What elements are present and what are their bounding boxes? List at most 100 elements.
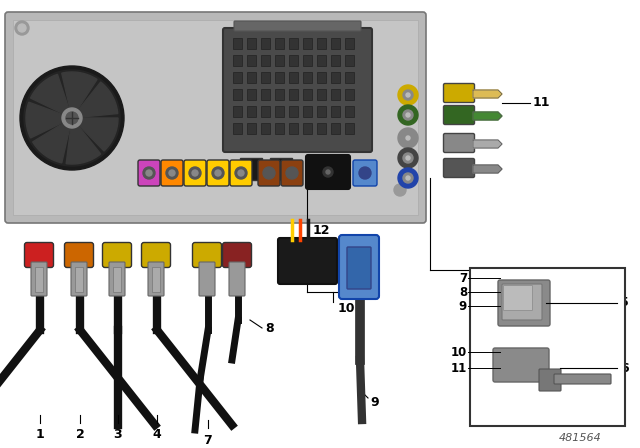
Bar <box>233 123 242 134</box>
Bar <box>247 55 256 66</box>
Polygon shape <box>79 118 118 151</box>
FancyBboxPatch shape <box>223 28 372 152</box>
FancyBboxPatch shape <box>138 160 160 186</box>
Bar <box>233 55 242 66</box>
FancyBboxPatch shape <box>444 105 474 125</box>
Text: 8: 8 <box>459 285 467 298</box>
Circle shape <box>398 105 418 125</box>
FancyBboxPatch shape <box>444 159 474 177</box>
Text: 11: 11 <box>533 96 550 109</box>
Circle shape <box>169 170 175 176</box>
Bar <box>289 38 298 49</box>
Bar <box>317 72 326 83</box>
FancyBboxPatch shape <box>207 160 229 186</box>
FancyBboxPatch shape <box>109 262 125 296</box>
FancyBboxPatch shape <box>223 242 252 267</box>
Circle shape <box>406 136 410 140</box>
Bar <box>303 89 312 100</box>
FancyBboxPatch shape <box>498 280 550 326</box>
Circle shape <box>406 93 410 97</box>
Circle shape <box>166 167 178 179</box>
Bar <box>470 268 625 426</box>
Circle shape <box>398 148 418 168</box>
FancyBboxPatch shape <box>353 160 377 186</box>
Circle shape <box>20 66 124 170</box>
Circle shape <box>403 110 413 120</box>
Bar <box>317 89 326 100</box>
Polygon shape <box>66 126 100 164</box>
FancyBboxPatch shape <box>148 262 164 296</box>
Bar <box>233 38 242 49</box>
Circle shape <box>286 167 298 179</box>
Bar <box>275 38 284 49</box>
Circle shape <box>406 156 410 160</box>
Bar <box>289 55 298 66</box>
Polygon shape <box>473 140 502 148</box>
Circle shape <box>146 170 152 176</box>
Text: 9: 9 <box>459 300 467 313</box>
Bar <box>331 72 340 83</box>
Bar <box>345 106 354 117</box>
Circle shape <box>359 167 371 179</box>
FancyBboxPatch shape <box>184 160 206 186</box>
Bar <box>331 106 340 117</box>
FancyBboxPatch shape <box>258 160 280 186</box>
FancyBboxPatch shape <box>229 262 245 296</box>
Bar <box>317 123 326 134</box>
FancyBboxPatch shape <box>234 21 361 31</box>
FancyBboxPatch shape <box>281 160 303 186</box>
Bar <box>247 72 256 83</box>
FancyBboxPatch shape <box>493 348 549 382</box>
Circle shape <box>403 133 413 143</box>
Text: 12: 12 <box>313 224 330 237</box>
FancyBboxPatch shape <box>35 267 43 292</box>
Bar <box>303 72 312 83</box>
Text: 5: 5 <box>620 297 628 310</box>
FancyBboxPatch shape <box>278 238 337 284</box>
Bar <box>275 89 284 100</box>
FancyBboxPatch shape <box>502 284 542 320</box>
Bar <box>275 106 284 117</box>
Bar <box>261 123 270 134</box>
Bar <box>317 55 326 66</box>
Bar <box>303 38 312 49</box>
FancyBboxPatch shape <box>444 83 474 103</box>
Bar <box>331 89 340 100</box>
Bar <box>240 158 262 180</box>
Text: 4: 4 <box>152 428 161 441</box>
FancyBboxPatch shape <box>193 242 221 267</box>
Bar <box>247 38 256 49</box>
Text: 481564: 481564 <box>559 433 602 443</box>
Bar <box>247 123 256 134</box>
Circle shape <box>18 24 26 32</box>
Circle shape <box>403 173 413 183</box>
FancyBboxPatch shape <box>539 369 561 391</box>
Circle shape <box>398 128 418 148</box>
Polygon shape <box>78 82 118 117</box>
Bar <box>331 38 340 49</box>
Text: 11: 11 <box>451 362 467 375</box>
FancyBboxPatch shape <box>152 267 160 292</box>
Circle shape <box>212 167 224 179</box>
Bar <box>345 55 354 66</box>
Bar <box>275 123 284 134</box>
Bar <box>289 106 298 117</box>
Circle shape <box>24 70 120 166</box>
Circle shape <box>143 167 155 179</box>
Circle shape <box>403 153 413 163</box>
Text: 10: 10 <box>338 302 355 314</box>
Bar <box>270 158 292 180</box>
Bar <box>247 106 256 117</box>
Bar <box>345 72 354 83</box>
Text: 9: 9 <box>370 396 379 409</box>
Circle shape <box>406 176 410 180</box>
Bar <box>331 55 340 66</box>
Circle shape <box>192 170 198 176</box>
Circle shape <box>403 90 413 100</box>
Circle shape <box>323 167 333 177</box>
Circle shape <box>398 168 418 188</box>
Polygon shape <box>62 72 97 110</box>
Bar <box>275 55 284 66</box>
Text: 2: 2 <box>76 428 84 441</box>
Bar <box>233 89 242 100</box>
